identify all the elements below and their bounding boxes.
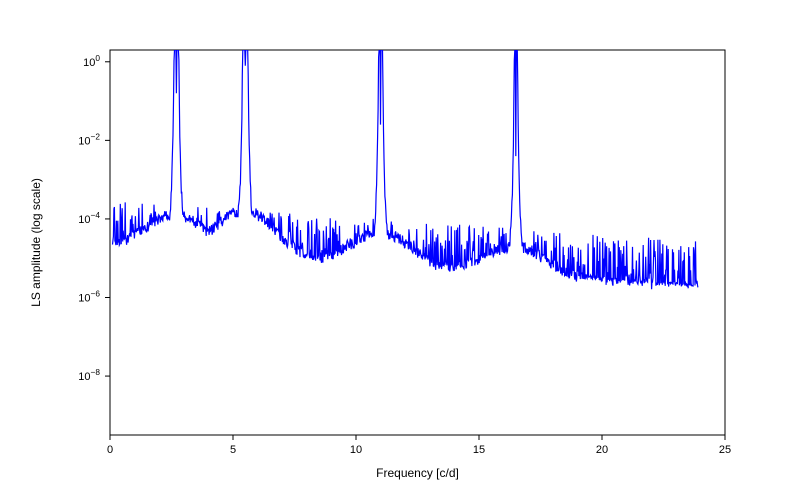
svg-text:20: 20 bbox=[596, 444, 608, 456]
svg-text:10: 10 bbox=[350, 444, 362, 456]
svg-text:Frequency [c/d]: Frequency [c/d] bbox=[376, 466, 459, 480]
svg-text:0: 0 bbox=[107, 444, 113, 456]
periodogram-chart: 0 5 10 15 20 25 10−8 10−6 10−4 10−2 100 Frequency [… bbox=[0, 0, 800, 500]
svg-text:15: 15 bbox=[473, 444, 485, 456]
svg-text:5: 5 bbox=[230, 444, 236, 456]
svg-text:LS amplitude (log scale): LS amplitude (log scale) bbox=[29, 178, 43, 307]
svg-text:10−4: 10−4 bbox=[78, 210, 100, 226]
svg-text:10−6: 10−6 bbox=[78, 289, 100, 305]
chart-svg: 0 5 10 15 20 25 10−8 10−6 10−4 10−2 100 Frequency [… bbox=[0, 0, 800, 500]
svg-text:25: 25 bbox=[719, 444, 731, 456]
svg-text:10−8: 10−8 bbox=[78, 367, 100, 383]
svg-text:10−2: 10−2 bbox=[78, 131, 100, 147]
svg-text:100: 100 bbox=[83, 53, 100, 69]
